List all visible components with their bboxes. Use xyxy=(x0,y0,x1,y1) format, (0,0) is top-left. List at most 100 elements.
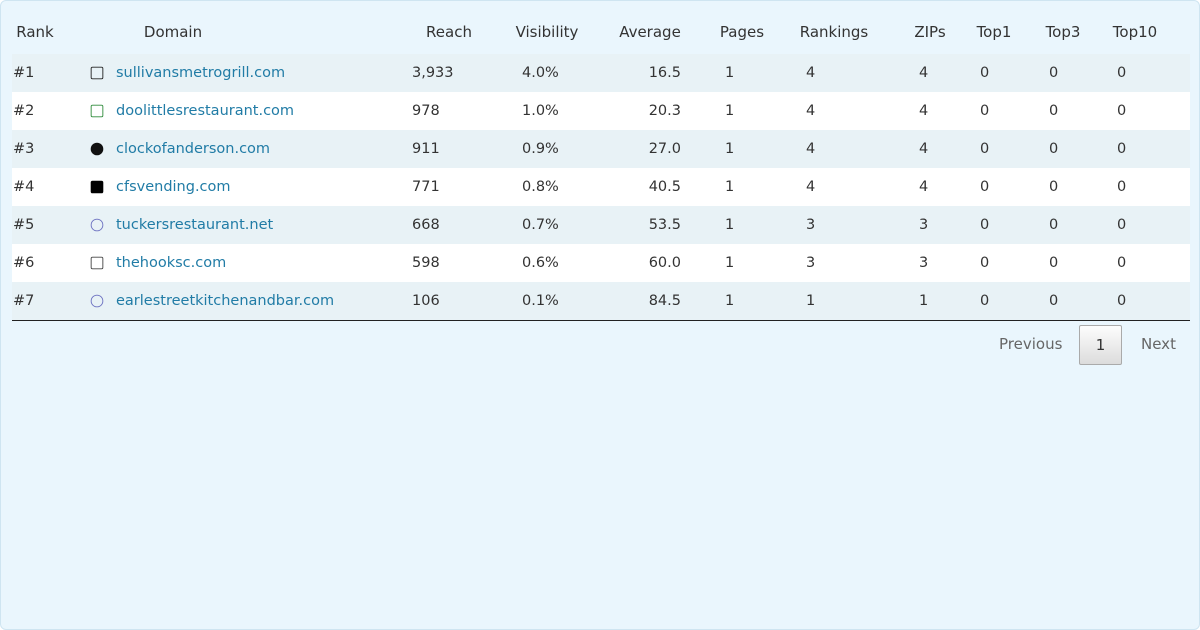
table-cell: 771 xyxy=(412,179,440,195)
table-cell: 3 xyxy=(919,255,929,271)
table-cell: 1 xyxy=(725,65,735,81)
column-header[interactable]: Domain xyxy=(143,23,203,41)
domain-link[interactable]: earlestreetkitchenandbar.com xyxy=(116,293,335,309)
table-cell: 3 xyxy=(806,255,816,271)
table-cell: 1 xyxy=(725,293,735,309)
table-cell: 0 xyxy=(1049,141,1059,157)
table-cell: 4 xyxy=(806,65,816,81)
table-row xyxy=(12,206,1190,244)
page-button[interactable]: 1 xyxy=(1079,325,1122,365)
table-cell: 4.0% xyxy=(522,65,559,81)
table-cell: 0 xyxy=(1117,293,1127,309)
table-cell: 1 xyxy=(725,217,735,233)
table-cell: 1 xyxy=(725,141,735,157)
table-cell: 0 xyxy=(980,179,990,195)
table-cell: 4 xyxy=(806,103,816,119)
table-cell: 3 xyxy=(806,217,816,233)
domain-link[interactable]: thehooksc.com xyxy=(116,255,227,271)
table-cell: #5 xyxy=(13,217,35,233)
table-cell: 84.5 xyxy=(648,293,681,309)
table-row xyxy=(12,168,1190,206)
table-cell: 0 xyxy=(1117,255,1127,271)
table-cell: 1.0% xyxy=(522,103,559,119)
table-cell: 0 xyxy=(1117,179,1127,195)
table-cell: 0 xyxy=(1117,65,1127,81)
table-cell: 0 xyxy=(1049,255,1059,271)
column-header[interactable]: Reach xyxy=(426,23,472,41)
table-cell: 0.1% xyxy=(522,293,559,309)
table-cell: 0 xyxy=(980,255,990,271)
domain-link[interactable]: doolittlesrestaurant.com xyxy=(116,103,295,119)
table-bottom-border xyxy=(12,320,1190,321)
table-row xyxy=(12,244,1190,282)
table-cell: 4 xyxy=(919,141,929,157)
column-header[interactable]: Visibility xyxy=(515,23,579,41)
previous-button[interactable]: Previous xyxy=(999,335,1063,353)
table-cell: 0 xyxy=(1117,141,1127,157)
table-cell: #4 xyxy=(13,179,35,195)
column-header[interactable]: Top1 xyxy=(976,23,1012,41)
table-cell: #7 xyxy=(13,293,35,309)
domain-link[interactable]: tuckersrestaurant.net xyxy=(116,217,274,233)
table-cell: 53.5 xyxy=(648,217,681,233)
table-cell: 4 xyxy=(806,141,816,157)
table-cell: 0 xyxy=(980,141,990,157)
table-cell: 27.0 xyxy=(648,141,681,157)
table-cell: 0 xyxy=(1049,65,1059,81)
column-header[interactable]: Top3 xyxy=(1045,23,1081,41)
table-cell: 0 xyxy=(1049,179,1059,195)
table-cell: 1 xyxy=(725,103,735,119)
table-cell: 0 xyxy=(1117,103,1127,119)
table-cell: 1 xyxy=(919,293,929,309)
table-cell: 0.9% xyxy=(522,141,559,157)
site-icon xyxy=(90,66,104,80)
table-cell: 0.7% xyxy=(522,217,559,233)
table-cell: 20.3 xyxy=(648,103,681,119)
table-cell: #1 xyxy=(13,65,35,81)
table-cell: 0.8% xyxy=(522,179,559,195)
table-row xyxy=(12,282,1190,320)
table-cell: 0 xyxy=(1049,293,1059,309)
domain-link[interactable]: cfsvending.com xyxy=(116,179,231,195)
site-icon xyxy=(90,294,104,308)
column-header[interactable]: Average xyxy=(619,23,681,41)
next-button[interactable]: Next xyxy=(1141,335,1176,353)
table-cell: 106 xyxy=(412,293,440,309)
column-header[interactable]: Top10 xyxy=(1112,23,1158,41)
table-cell: 978 xyxy=(412,103,440,119)
table-cell: 598 xyxy=(412,255,440,271)
table-cell: 4 xyxy=(919,103,929,119)
table-row xyxy=(12,130,1190,168)
column-header[interactable]: Rankings xyxy=(799,23,869,41)
table-cell: 0.6% xyxy=(522,255,559,271)
column-header[interactable]: Rank xyxy=(16,23,54,41)
site-icon xyxy=(90,218,104,232)
table-row xyxy=(12,92,1190,130)
table-cell: 60.0 xyxy=(648,255,681,271)
table-cell: 40.5 xyxy=(648,179,681,195)
table-cell: 0 xyxy=(1049,217,1059,233)
table-cell: 0 xyxy=(1117,217,1127,233)
table-cell: #2 xyxy=(13,103,35,119)
table-cell: 3,933 xyxy=(412,65,454,81)
column-header[interactable]: Pages xyxy=(719,23,765,41)
table-cell: 668 xyxy=(412,217,440,233)
site-icon xyxy=(90,256,104,270)
table-cell: 0 xyxy=(980,103,990,119)
domain-link[interactable]: sullivansmetrogrill.com xyxy=(116,65,286,81)
table-cell: #3 xyxy=(13,141,35,157)
table-cell: 4 xyxy=(806,179,816,195)
site-icon xyxy=(90,104,104,118)
table-cell: 0 xyxy=(1049,103,1059,119)
table-cell: 1 xyxy=(725,179,735,195)
domain-link[interactable]: clockofanderson.com xyxy=(116,141,271,157)
column-header[interactable]: ZIPs xyxy=(914,23,946,41)
table-cell: 1 xyxy=(725,255,735,271)
table-cell: 0 xyxy=(980,293,990,309)
table-cell: 4 xyxy=(919,65,929,81)
table-cell: 16.5 xyxy=(648,65,681,81)
table-cell: #6 xyxy=(13,255,35,271)
table-cell: 0 xyxy=(980,65,990,81)
table-row xyxy=(12,54,1190,92)
